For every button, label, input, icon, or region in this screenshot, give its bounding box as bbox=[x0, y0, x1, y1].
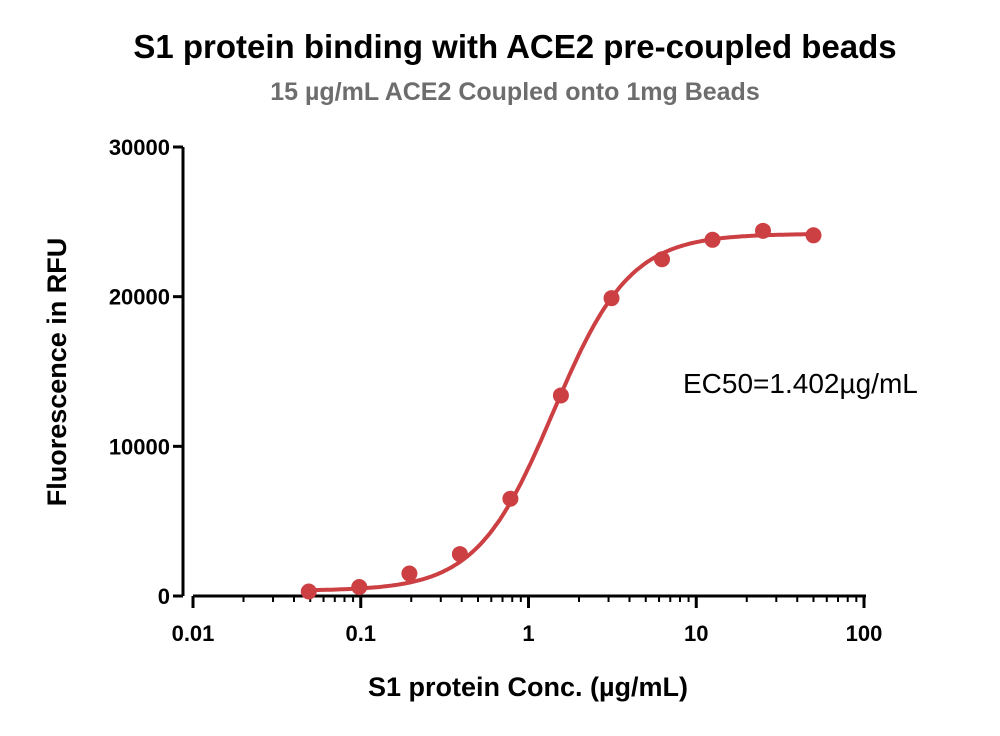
fit-curve bbox=[308, 232, 814, 593]
data-point bbox=[552, 387, 569, 404]
x-tick-label: 100 bbox=[846, 621, 883, 646]
data-point bbox=[351, 579, 368, 596]
x-tick-label: 0.1 bbox=[345, 621, 376, 646]
data-point bbox=[755, 222, 772, 239]
data-point bbox=[805, 227, 822, 244]
x-tick-label: 10 bbox=[684, 621, 708, 646]
data-point bbox=[603, 290, 620, 307]
data-point bbox=[502, 490, 519, 507]
data-point bbox=[654, 251, 671, 268]
x-tick-label: 1 bbox=[522, 621, 534, 646]
data-point bbox=[401, 565, 418, 582]
ec50-annotation: EC50=1.402µg/mL bbox=[683, 368, 918, 399]
tick-group: 0 10000 20000 30000 0.01 0.1 1 10 100 bbox=[109, 135, 883, 646]
data-points bbox=[300, 222, 822, 600]
y-tick-label: 10000 bbox=[109, 434, 170, 459]
data-point bbox=[300, 583, 317, 600]
data-point bbox=[451, 546, 468, 563]
x-tick-label: 0.01 bbox=[172, 621, 215, 646]
chart-title: S1 protein binding with ACE2 pre-coupled… bbox=[133, 28, 897, 65]
x-axis-label: S1 protein Conc. (µg/mL) bbox=[368, 672, 688, 702]
y-tick-label: 0 bbox=[158, 584, 170, 609]
y-tick-label: 20000 bbox=[109, 285, 170, 310]
data-point bbox=[704, 231, 721, 248]
y-tick-label: 30000 bbox=[109, 135, 170, 160]
y-axis-label: Fluorescence in RFU bbox=[42, 238, 72, 507]
chart-subtitle: 15 µg/mL ACE2 Coupled onto 1mg Beads bbox=[270, 78, 760, 106]
